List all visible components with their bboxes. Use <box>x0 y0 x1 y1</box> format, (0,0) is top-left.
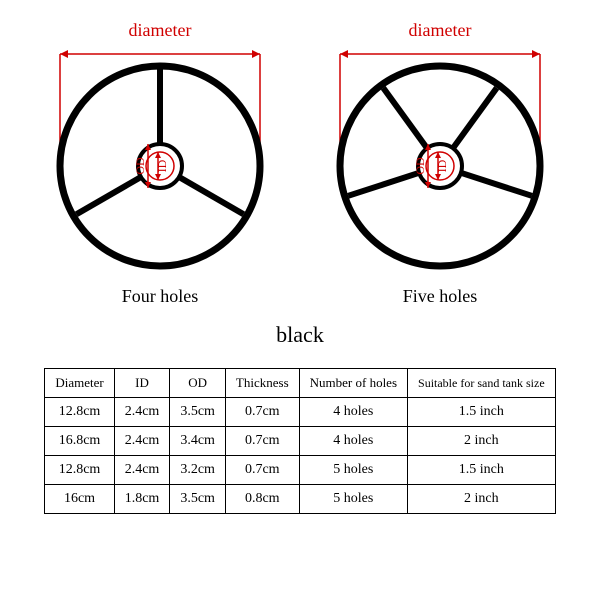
table-cell: 5 holes <box>299 456 407 485</box>
table-cell: 2 inch <box>408 485 556 514</box>
col-id: ID <box>114 369 170 398</box>
table-cell: 0.8cm <box>225 485 299 514</box>
table-cell: 4 holes <box>299 427 407 456</box>
col-thickness: Thickness <box>225 369 299 398</box>
table-row: 16.8cm2.4cm3.4cm0.7cm4 holes2 inch <box>45 427 555 456</box>
right-caption: Five holes <box>403 286 478 307</box>
col-holes: Number of holes <box>299 369 407 398</box>
five-holes-diagram: OD ID <box>320 46 560 276</box>
right-diagram-block: diameter OD ID Five holes <box>320 20 560 307</box>
table-cell: 1.5 inch <box>408 456 556 485</box>
col-diameter: Diameter <box>45 369 114 398</box>
four-holes-diagram: OD ID <box>40 46 280 276</box>
spec-table: Diameter ID OD Thickness Number of holes… <box>44 368 555 514</box>
table-row: 12.8cm2.4cm3.5cm0.7cm4 holes1.5 inch <box>45 398 555 427</box>
table-cell: 1.8cm <box>114 485 170 514</box>
col-sand: Suitable for sand tank size <box>408 369 556 398</box>
svg-text:OD: OD <box>413 157 427 175</box>
table-cell: 1.5 inch <box>408 398 556 427</box>
table-body: 12.8cm2.4cm3.5cm0.7cm4 holes1.5 inch16.8… <box>45 398 555 514</box>
table-cell: 0.7cm <box>225 427 299 456</box>
table-cell: 3.5cm <box>170 398 226 427</box>
left-diameter-label: diameter <box>129 20 192 41</box>
center-title: black <box>0 322 600 348</box>
table-cell: 3.4cm <box>170 427 226 456</box>
table-cell: 3.2cm <box>170 456 226 485</box>
svg-text:ID: ID <box>155 159 169 172</box>
right-diameter-label: diameter <box>409 20 472 41</box>
table-cell: 12.8cm <box>45 398 114 427</box>
left-diagram-block: diameter OD ID Four holes <box>40 20 280 307</box>
table-cell: 2.4cm <box>114 398 170 427</box>
table-cell: 12.8cm <box>45 456 114 485</box>
table-cell: 2.4cm <box>114 427 170 456</box>
table-cell: 2 inch <box>408 427 556 456</box>
diagrams-row: diameter OD ID Four holes diameter OD ID F… <box>0 0 600 307</box>
table-cell: 5 holes <box>299 485 407 514</box>
table-cell: 0.7cm <box>225 456 299 485</box>
table-header-row: Diameter ID OD Thickness Number of holes… <box>45 369 555 398</box>
table-cell: 16cm <box>45 485 114 514</box>
table-cell: 16.8cm <box>45 427 114 456</box>
left-caption: Four holes <box>122 286 199 307</box>
col-od: OD <box>170 369 226 398</box>
table-row: 12.8cm2.4cm3.2cm0.7cm5 holes1.5 inch <box>45 456 555 485</box>
table-cell: 2.4cm <box>114 456 170 485</box>
table-cell: 4 holes <box>299 398 407 427</box>
table-row: 16cm1.8cm3.5cm0.8cm5 holes2 inch <box>45 485 555 514</box>
svg-text:OD: OD <box>133 157 147 175</box>
svg-text:ID: ID <box>435 159 449 172</box>
table-cell: 3.5cm <box>170 485 226 514</box>
table-cell: 0.7cm <box>225 398 299 427</box>
